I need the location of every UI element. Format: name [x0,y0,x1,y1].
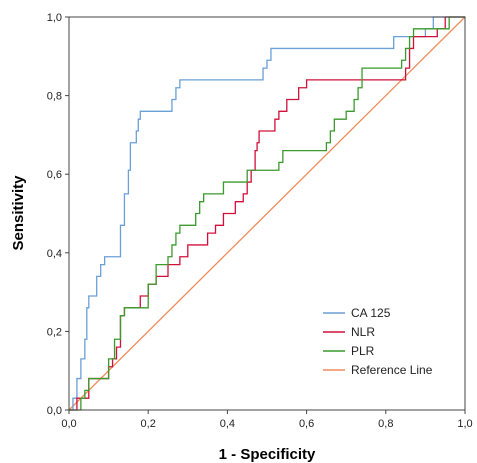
series-line-plr [69,16,465,411]
ticks-layer: 0,0 0,2 0,4 0,6 0,8 1,0 0,0 0,2 0,4 0,6 0,8 1,0 [47,12,473,430]
legend-label-plr: PLR [351,344,375,358]
x-tick-label: 1,0 [457,418,472,430]
legend-label-nlr: NLR [351,325,375,339]
y-tick-label: 0,0 [47,405,62,417]
x-tick-label: 0,6 [299,418,314,430]
y-tick-label: 0,8 [47,91,62,103]
y-tick-label: 0,2 [47,326,62,338]
legend: CA 125 NLR PLR Reference Line [323,306,433,377]
x-tick-label: 0,2 [141,418,156,430]
x-axis-title: 1 - Specificity [219,446,316,463]
legend-label-ca-125: CA 125 [351,306,391,320]
x-tick-label: 0,0 [61,418,76,430]
plot-frame [68,16,466,411]
y-tick-label: 0,4 [47,248,62,260]
x-tick-label: 0,8 [378,418,393,430]
series-line-reference-line [68,16,466,411]
series-line-ca-125 [69,16,465,411]
x-tick-label: 0,4 [220,418,235,430]
y-axis-title: Sensitivity [10,175,27,251]
y-tick-label: 1,0 [47,12,62,24]
y-tick-label: 0,6 [47,169,62,181]
legend-label-reference-line: Reference Line [351,363,433,377]
series-layer [68,16,466,411]
series-line-nlr [69,16,465,411]
